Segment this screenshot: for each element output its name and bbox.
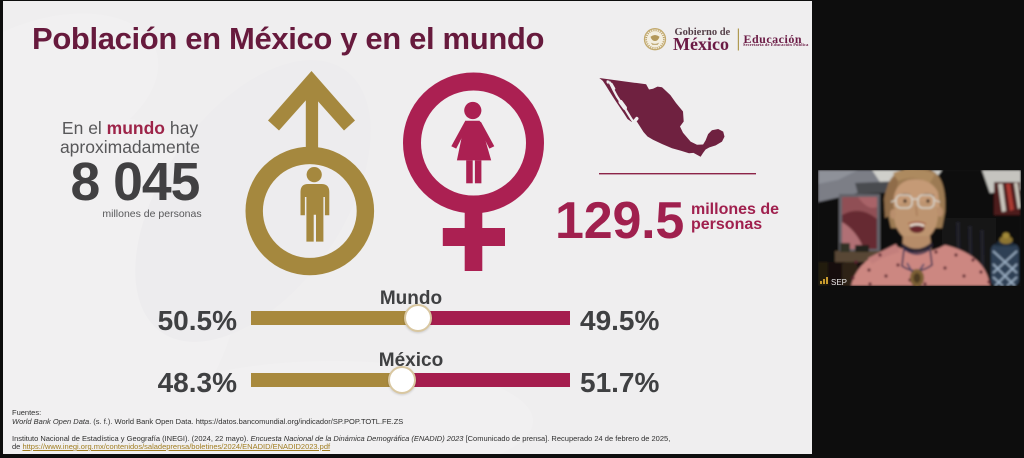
svg-text:SEP: SEP [831, 278, 847, 287]
